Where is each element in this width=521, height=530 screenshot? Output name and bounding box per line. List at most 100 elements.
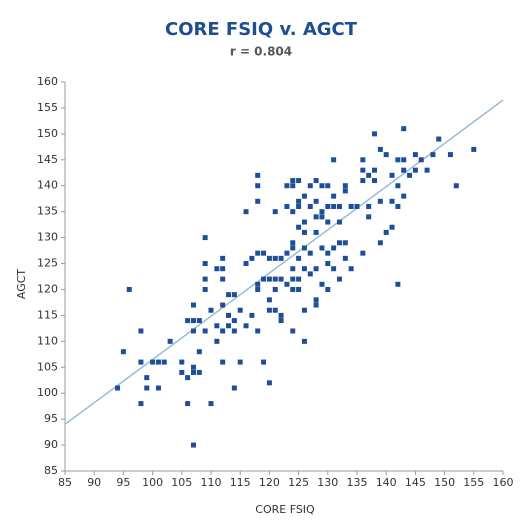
data-point xyxy=(255,281,261,287)
data-point xyxy=(278,255,284,261)
y-tick-label: 140 xyxy=(37,179,58,192)
y-tick-label: 115 xyxy=(37,308,58,321)
y-tick-label: 130 xyxy=(37,231,58,244)
data-point xyxy=(226,312,232,318)
data-point xyxy=(430,152,436,158)
data-point xyxy=(331,157,337,163)
x-tick-label: 135 xyxy=(347,476,368,489)
data-point xyxy=(220,302,226,308)
data-point xyxy=(319,209,325,215)
y-tick-label: 100 xyxy=(37,386,58,399)
y-tick-label: 135 xyxy=(37,205,58,218)
data-point xyxy=(226,323,232,329)
y-tick-label: 125 xyxy=(37,257,58,270)
data-point xyxy=(342,183,348,189)
data-point xyxy=(407,172,413,178)
data-point xyxy=(313,302,319,308)
data-point xyxy=(325,286,331,292)
x-tick-label: 85 xyxy=(58,476,72,489)
data-point xyxy=(436,136,442,142)
data-point xyxy=(214,323,220,329)
data-point xyxy=(377,198,383,204)
data-point xyxy=(336,203,342,209)
y-tick-label: 150 xyxy=(37,127,58,140)
data-point xyxy=(249,255,255,261)
data-point xyxy=(185,375,191,381)
x-tick-label: 140 xyxy=(376,476,397,489)
data-point xyxy=(138,401,144,407)
data-point xyxy=(395,157,401,163)
data-point xyxy=(243,261,249,267)
data-point xyxy=(453,183,459,189)
data-point xyxy=(255,172,261,178)
data-point xyxy=(336,276,342,282)
data-point xyxy=(266,255,272,261)
data-point xyxy=(196,349,202,355)
y-tick-label: 145 xyxy=(37,153,58,166)
x-tick-label: 90 xyxy=(87,476,101,489)
data-point xyxy=(231,385,237,391)
data-point xyxy=(319,245,325,251)
data-point xyxy=(383,152,389,158)
data-point xyxy=(325,183,331,189)
data-point xyxy=(249,312,255,318)
data-point xyxy=(296,286,302,292)
data-point xyxy=(290,245,296,251)
data-point xyxy=(220,328,226,334)
x-tick-label: 145 xyxy=(405,476,426,489)
x-tick-label: 150 xyxy=(434,476,455,489)
data-point xyxy=(290,240,296,246)
data-point xyxy=(412,152,418,158)
data-point xyxy=(190,328,196,334)
data-point xyxy=(208,401,214,407)
data-point xyxy=(319,183,325,189)
data-point xyxy=(290,328,296,334)
data-point xyxy=(278,276,284,282)
data-point xyxy=(389,224,395,230)
data-point xyxy=(313,214,319,220)
data-point xyxy=(231,318,237,324)
data-point xyxy=(471,146,477,152)
data-point xyxy=(138,328,144,334)
data-point xyxy=(325,261,331,267)
chart-title: CORE FSIQ v. AGCT xyxy=(165,19,358,40)
x-tick-label: 160 xyxy=(493,476,514,489)
data-point xyxy=(424,167,430,173)
y-tick-label: 90 xyxy=(44,438,58,451)
data-point xyxy=(231,328,237,334)
data-point xyxy=(296,276,302,282)
data-point xyxy=(372,167,378,173)
data-point xyxy=(389,198,395,204)
data-point xyxy=(255,286,261,292)
x-tick-label: 115 xyxy=(230,476,251,489)
data-point xyxy=(366,172,372,178)
data-point xyxy=(301,193,307,199)
data-point xyxy=(301,229,307,235)
y-tick-label: 95 xyxy=(44,412,58,425)
x-tick-label: 130 xyxy=(317,476,338,489)
data-point xyxy=(243,323,249,329)
data-point xyxy=(220,266,226,272)
data-point xyxy=(336,240,342,246)
data-point xyxy=(360,250,366,256)
data-point xyxy=(290,266,296,272)
data-point xyxy=(255,183,261,189)
data-point xyxy=(336,219,342,225)
data-point xyxy=(360,167,366,173)
data-point xyxy=(301,307,307,313)
data-point xyxy=(266,380,272,386)
data-point xyxy=(307,250,313,256)
y-axis-label: AGCT xyxy=(15,269,28,300)
data-point xyxy=(377,146,383,152)
data-point xyxy=(202,235,208,241)
data-point xyxy=(290,286,296,292)
data-point xyxy=(115,385,121,391)
data-point xyxy=(120,349,126,355)
trendline xyxy=(64,99,504,425)
data-point xyxy=(296,224,302,230)
data-point xyxy=(167,338,173,344)
data-point xyxy=(278,312,284,318)
data-point xyxy=(325,219,331,225)
data-point xyxy=(155,359,161,365)
